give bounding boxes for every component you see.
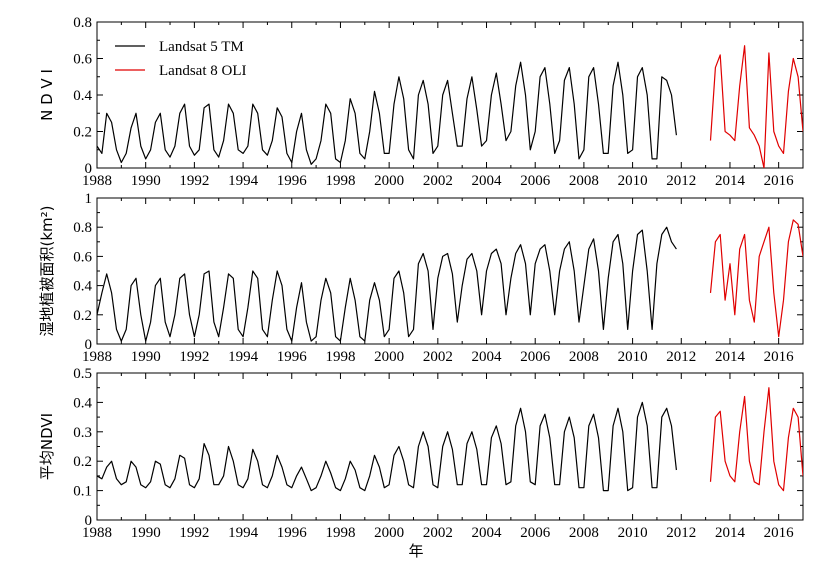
x-tick-label: 1990 — [131, 349, 161, 365]
y-tick-label: 0.6 — [73, 249, 92, 265]
x-tick-label: 2012 — [666, 349, 696, 365]
y-tick-label: 0.5 — [73, 366, 92, 382]
x-tick-label: 2002 — [423, 525, 453, 541]
x-tick-label: 2002 — [423, 173, 453, 189]
y-axis-title: 平均NDVI — [38, 413, 56, 480]
x-tick-label: 1988 — [82, 173, 112, 189]
y-axis-title: N D V I — [38, 69, 56, 121]
x-tick-label: 2000 — [374, 173, 404, 189]
x-tick-label: 1996 — [277, 173, 308, 189]
x-tick-label: 1996 — [277, 525, 308, 541]
x-tick-label: 1994 — [228, 173, 259, 189]
x-tick-label: 2000 — [374, 525, 404, 541]
x-tick-label: 2006 — [520, 173, 551, 189]
x-tick-label: 1996 — [277, 349, 308, 365]
x-tick-label: 2004 — [472, 525, 503, 541]
x-tick-label: 1990 — [131, 173, 161, 189]
x-tick-label: 2010 — [618, 173, 648, 189]
x-tick-label: 1988 — [82, 525, 112, 541]
series-line-landsat5 — [97, 401, 677, 492]
x-axis-title: 年 — [408, 542, 423, 560]
x-tick-label: 1992 — [179, 349, 209, 365]
x-tick-label: 2014 — [715, 173, 746, 189]
y-tick-label: 0.4 — [73, 88, 92, 104]
x-tick-label: 1998 — [325, 173, 355, 189]
series-line-landsat5 — [97, 226, 677, 342]
x-tick-label: 1992 — [179, 525, 209, 541]
y-tick-label: 0 — [85, 337, 93, 353]
x-tick-label: 2014 — [715, 349, 746, 365]
x-tick-label: 2000 — [374, 349, 404, 365]
legend-entry: Landsat 5 TM — [159, 39, 244, 55]
y-tick-label: 1 — [85, 191, 93, 207]
y-tick-label: 0.4 — [73, 395, 92, 411]
series-line-landsat8 — [709, 387, 803, 492]
series-line-landsat8 — [709, 45, 803, 168]
x-tick-label: 2010 — [618, 349, 648, 365]
plot-frame — [96, 372, 804, 521]
y-tick-label: 0.8 — [73, 15, 92, 31]
y-tick-label: 0.2 — [73, 125, 92, 141]
x-tick-label: 2010 — [618, 525, 648, 541]
chart-panel-3: 1988 1990 1992 1994 1996 1998 2000 2002 2004 2006… — [38, 366, 804, 560]
x-tick-label: 1994 — [228, 525, 259, 541]
x-tick-label: 1994 — [228, 349, 259, 365]
x-tick-label: 1998 — [325, 349, 355, 365]
x-tick-label: 2002 — [423, 349, 453, 365]
y-tick-label: 0.3 — [73, 425, 92, 441]
x-tick-label: 1988 — [82, 349, 112, 365]
x-tick-label: 2016 — [764, 349, 795, 365]
x-tick-label: 2008 — [569, 349, 599, 365]
x-tick-label: 2016 — [764, 173, 795, 189]
x-tick-label: 2012 — [666, 525, 696, 541]
x-tick-label: 1990 — [131, 525, 161, 541]
legend-entry: Landsat 8 OLI — [159, 63, 246, 79]
x-tick-label: 2004 — [472, 349, 503, 365]
x-tick-label: 2008 — [569, 525, 599, 541]
y-tick-label: 0.4 — [73, 279, 92, 295]
y-tick-label: 0 — [85, 513, 93, 529]
x-tick-label: 2006 — [520, 349, 551, 365]
x-tick-label: 2006 — [520, 525, 551, 541]
plot-frame — [96, 197, 804, 345]
y-tick-label: 0.2 — [73, 308, 92, 324]
y-tick-label: 0.6 — [73, 52, 92, 68]
x-tick-label: 1998 — [325, 525, 355, 541]
series-line-landsat5 — [97, 61, 677, 165]
x-tick-label: 2004 — [472, 173, 503, 189]
chart-panel-1: 1988 1990 1992 1994 1996 1998 2000 2002 2004 2006… — [38, 15, 804, 189]
y-axis-title: 湿地植被面积(km²) — [38, 205, 56, 336]
chart-panel-2: 1988 1990 1992 1994 1996 1998 2000 2002 2004 2006… — [38, 191, 804, 365]
series-line-landsat8 — [709, 219, 803, 338]
x-tick-label: 2016 — [764, 525, 795, 541]
x-tick-label: 2014 — [715, 525, 746, 541]
x-tick-label: 1992 — [179, 173, 209, 189]
legend: Landsat 5 TM Landsat 8 OLI — [115, 39, 246, 79]
y-tick-label: 0.2 — [73, 454, 92, 470]
y-tick-label: 0.8 — [73, 220, 92, 236]
x-tick-label: 2012 — [666, 173, 696, 189]
y-tick-label: 0.1 — [73, 484, 92, 500]
y-tick-label: 0 — [85, 161, 93, 177]
x-tick-label: 2008 — [569, 173, 599, 189]
